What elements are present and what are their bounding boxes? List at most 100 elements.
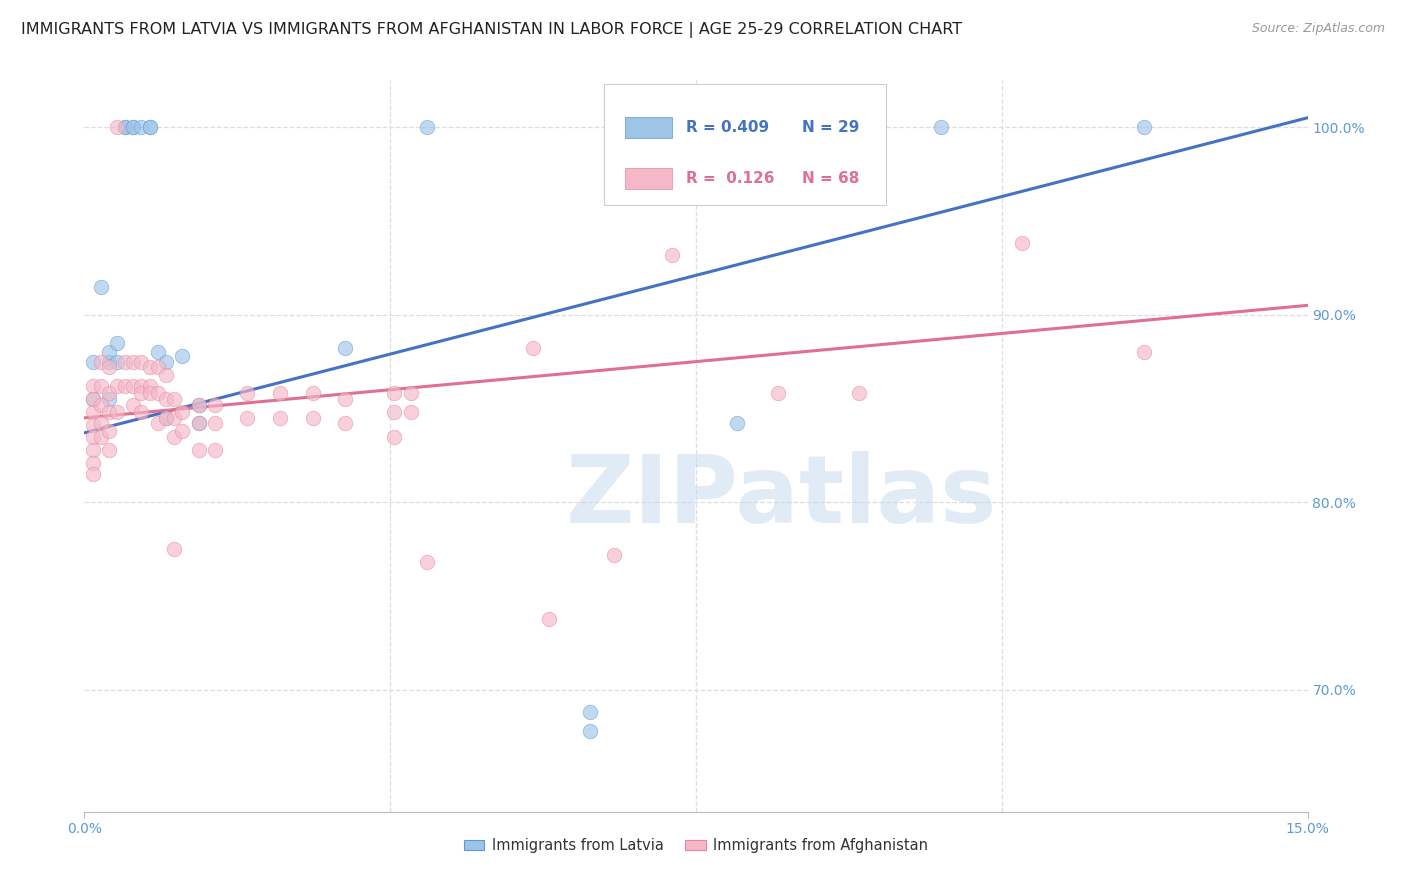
Point: [155, 410, 177, 425]
Point: [382, 405, 405, 419]
Point: [236, 386, 259, 401]
Point: [204, 398, 226, 412]
Point: [155, 354, 177, 368]
Point: [97, 442, 120, 457]
Point: [82, 392, 104, 406]
FancyBboxPatch shape: [626, 168, 672, 188]
Point: [82, 354, 104, 368]
Point: [138, 379, 160, 393]
Point: [335, 342, 357, 356]
Point: [301, 410, 323, 425]
Point: [131, 379, 153, 393]
Point: [82, 429, 104, 443]
Point: [187, 442, 209, 457]
Point: [105, 405, 128, 419]
Point: [90, 379, 112, 393]
Point: [131, 386, 153, 401]
Text: ZIPatlas: ZIPatlas: [565, 451, 997, 543]
Point: [1133, 345, 1156, 359]
Point: [579, 724, 602, 739]
Point: [131, 120, 153, 135]
Point: [105, 120, 128, 135]
Point: [82, 405, 104, 419]
Point: [97, 392, 120, 406]
Point: [155, 392, 177, 406]
Point: [236, 410, 259, 425]
Point: [538, 611, 561, 625]
Point: [163, 542, 186, 557]
Point: [122, 120, 145, 135]
Point: [105, 379, 128, 393]
Text: N = 29: N = 29: [803, 120, 859, 135]
Point: [204, 417, 226, 431]
Point: [603, 548, 626, 562]
Point: [114, 354, 136, 368]
Point: [105, 354, 128, 368]
Point: [301, 386, 323, 401]
Point: [172, 405, 194, 419]
Point: [114, 120, 136, 135]
Point: [163, 429, 186, 443]
Point: [138, 386, 160, 401]
Point: [82, 442, 104, 457]
Point: [163, 410, 186, 425]
Point: [146, 386, 169, 401]
Point: [204, 442, 226, 457]
Point: [122, 120, 145, 135]
Point: [335, 417, 357, 431]
Legend: Immigrants from Latvia, Immigrants from Afghanistan: Immigrants from Latvia, Immigrants from …: [458, 832, 934, 859]
Point: [187, 398, 209, 412]
Point: [97, 345, 120, 359]
Point: [114, 120, 136, 135]
Point: [97, 386, 120, 401]
Point: [172, 424, 194, 438]
Point: [82, 418, 104, 433]
Point: [146, 345, 169, 359]
Point: [522, 342, 544, 356]
Point: [90, 417, 112, 431]
Point: [187, 417, 209, 431]
FancyBboxPatch shape: [605, 84, 886, 204]
Point: [97, 424, 120, 438]
Point: [269, 386, 291, 401]
Point: [155, 368, 177, 382]
Point: [97, 354, 120, 368]
Point: [155, 410, 177, 425]
Point: [138, 120, 160, 135]
Point: [82, 467, 104, 482]
Text: Source: ZipAtlas.com: Source: ZipAtlas.com: [1251, 22, 1385, 36]
Point: [122, 354, 145, 368]
Point: [105, 335, 128, 350]
FancyBboxPatch shape: [626, 117, 672, 137]
Point: [90, 429, 112, 443]
Point: [82, 379, 104, 393]
Point: [138, 120, 160, 135]
Point: [579, 706, 602, 720]
Point: [82, 456, 104, 470]
Point: [399, 386, 422, 401]
Point: [661, 248, 683, 262]
Point: [848, 386, 870, 401]
Point: [131, 405, 153, 419]
Point: [929, 120, 952, 135]
Point: [97, 360, 120, 375]
Point: [82, 392, 104, 406]
Point: [269, 410, 291, 425]
Point: [122, 398, 145, 412]
Point: [146, 360, 169, 375]
Point: [1011, 236, 1033, 251]
Point: [382, 386, 405, 401]
Point: [122, 379, 145, 393]
Point: [114, 379, 136, 393]
Point: [416, 120, 439, 135]
Point: [90, 279, 112, 293]
Point: [1133, 120, 1156, 135]
Point: [399, 405, 422, 419]
Point: [146, 417, 169, 431]
Point: [766, 386, 789, 401]
Point: [138, 360, 160, 375]
Point: [335, 392, 357, 406]
Point: [187, 398, 209, 412]
Point: [187, 417, 209, 431]
Point: [382, 429, 405, 443]
